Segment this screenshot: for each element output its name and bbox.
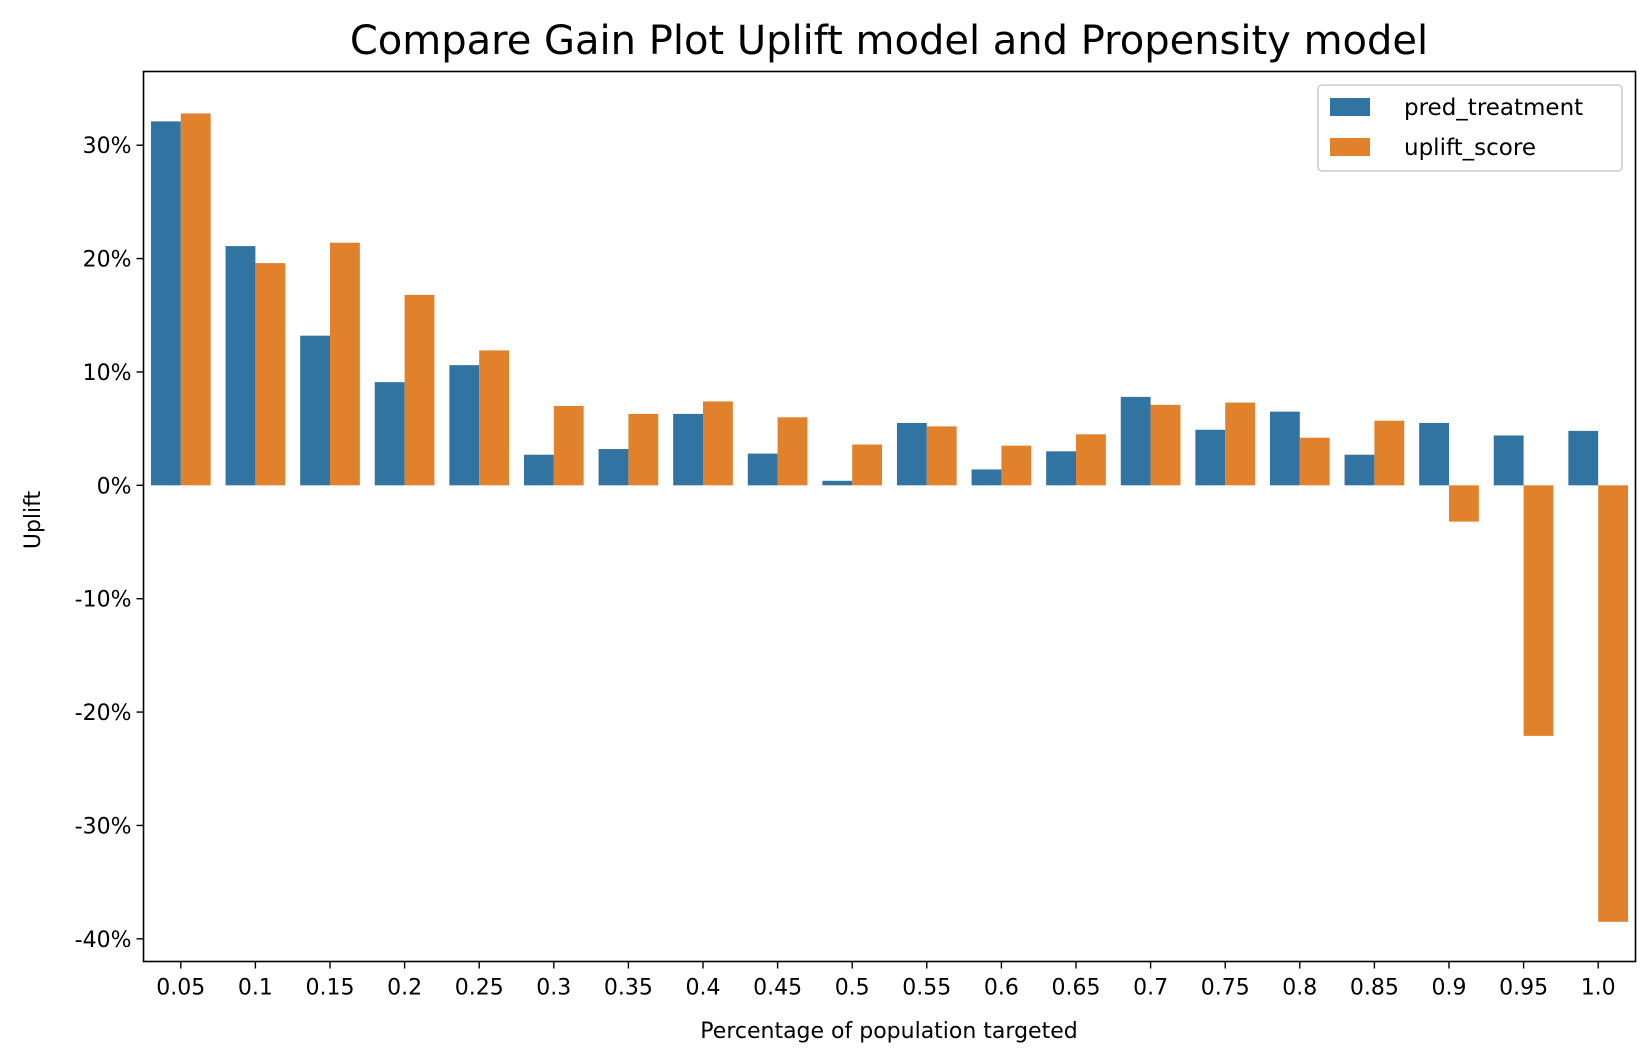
legend-label-pred-treatment: pred_treatment bbox=[1404, 95, 1583, 121]
x-axis-ticks: 0.05 0.1 0.15 0.2 0.25 0.3 0.35 0.4 0.45 0.5 0.55 0… bbox=[156, 961, 1616, 1001]
bar-pred-treatment-0-3 bbox=[523, 454, 554, 486]
bar-pred-treatment-0-7 bbox=[1120, 396, 1151, 486]
legend-swatch-pred-treatment bbox=[1330, 98, 1370, 116]
y-tick-label: -10% bbox=[75, 588, 132, 613]
x-tick-label: 0.05 bbox=[156, 976, 205, 1001]
bar-uplift-score-0-4 bbox=[703, 401, 733, 486]
bar-uplift-score-0-35 bbox=[628, 413, 659, 486]
x-tick-label: 0.35 bbox=[604, 976, 653, 1001]
bar-pred-treatment-0-45 bbox=[747, 453, 778, 486]
bar-pred-treatment-0-4 bbox=[673, 413, 703, 486]
bar-pred-treatment-0-25 bbox=[449, 365, 480, 486]
x-tick-label: 0.2 bbox=[387, 976, 422, 1001]
bar-pred-treatment-0-8 bbox=[1269, 411, 1300, 486]
bar-uplift-score-0-75 bbox=[1225, 402, 1256, 486]
bar-pred-treatment-0-6 bbox=[971, 469, 1002, 486]
bar-uplift-score-0-1 bbox=[255, 263, 286, 486]
x-tick-label: 1.0 bbox=[1581, 976, 1616, 1001]
bar-pred-treatment-0-55 bbox=[896, 422, 927, 486]
bar-uplift-score-0-7 bbox=[1150, 404, 1181, 486]
bar-pred-treatment-0-95 bbox=[1493, 435, 1524, 486]
bar-uplift-score-1-0 bbox=[1598, 485, 1629, 922]
y-tick-label: -30% bbox=[75, 814, 132, 839]
x-tick-label: 0.8 bbox=[1282, 976, 1317, 1001]
bar-uplift-score-0-15 bbox=[330, 242, 360, 486]
x-tick-label: 0.5 bbox=[835, 976, 870, 1001]
y-axis-label: Uplift bbox=[21, 490, 46, 549]
bar-uplift-score-0-3 bbox=[553, 405, 584, 486]
bar-pred-treatment-0-75 bbox=[1195, 429, 1226, 486]
y-tick-label: 0% bbox=[97, 474, 132, 499]
x-tick-label: 0.45 bbox=[753, 976, 802, 1001]
x-tick-label: 0.6 bbox=[984, 976, 1019, 1001]
legend-box bbox=[1317, 84, 1623, 172]
x-tick-label: 0.75 bbox=[1201, 976, 1250, 1001]
x-tick-label: 0.85 bbox=[1350, 976, 1399, 1001]
bar-pred-treatment-0-35 bbox=[598, 449, 629, 486]
y-tick-label: -40% bbox=[75, 928, 132, 953]
bar-pred-treatment-0-5 bbox=[822, 480, 853, 486]
bar-pred-treatment-0-65 bbox=[1046, 451, 1076, 486]
y-tick-label: 20% bbox=[83, 248, 132, 273]
x-tick-label: 0.1 bbox=[238, 976, 273, 1001]
y-tick-label: -20% bbox=[75, 701, 132, 726]
bar-uplift-score-0-5 bbox=[852, 444, 883, 486]
bar-uplift-score-0-2 bbox=[404, 294, 435, 486]
x-tick-label: 0.55 bbox=[902, 976, 951, 1001]
y-axis-ticks: 30% 20% 10% 0% -10% -20% -30% -40% bbox=[75, 134, 144, 953]
x-tick-label: 0.25 bbox=[455, 976, 504, 1001]
legend: pred_treatment uplift_score bbox=[1317, 84, 1623, 172]
x-tick-label: 0.9 bbox=[1432, 976, 1467, 1001]
bar-uplift-score-0-55 bbox=[926, 426, 957, 486]
legend-label-uplift-score: uplift_score bbox=[1404, 135, 1536, 161]
chart-title: Compare Gain Plot Uplift model and Prope… bbox=[350, 18, 1428, 64]
bar-uplift-score-0-05 bbox=[180, 113, 211, 486]
x-tick-label: 0.15 bbox=[306, 976, 355, 1001]
bar-pred-treatment-0-85 bbox=[1344, 454, 1375, 486]
bar-uplift-score-0-45 bbox=[777, 417, 808, 486]
bar-uplift-score-0-65 bbox=[1076, 434, 1106, 486]
bar-uplift-score-0-95 bbox=[1523, 485, 1554, 736]
legend-swatch-uplift-score bbox=[1330, 138, 1370, 156]
x-axis-label: Percentage of population targeted bbox=[700, 1019, 1077, 1044]
y-tick-label: 10% bbox=[83, 361, 132, 386]
bar-uplift-score-0-8 bbox=[1299, 437, 1330, 486]
bar-uplift-score-0-25 bbox=[479, 350, 510, 486]
x-tick-label: 0.65 bbox=[1052, 976, 1101, 1001]
x-tick-label: 0.4 bbox=[686, 976, 721, 1001]
bar-uplift-score-0-9 bbox=[1449, 485, 1479, 522]
y-tick-label: 30% bbox=[83, 134, 132, 159]
bar-pred-treatment-1-0 bbox=[1568, 430, 1599, 486]
x-tick-label: 0.95 bbox=[1499, 976, 1548, 1001]
bar-pred-treatment-0-1 bbox=[225, 246, 256, 486]
bar-pred-treatment-0-15 bbox=[300, 335, 330, 486]
bar-pred-treatment-0-05 bbox=[150, 121, 181, 486]
plot-frame bbox=[142, 70, 1637, 963]
bar-uplift-score-0-85 bbox=[1374, 420, 1405, 486]
bars-layer bbox=[150, 113, 1629, 922]
bar-pred-treatment-0-2 bbox=[374, 382, 405, 486]
x-tick-label: 0.7 bbox=[1133, 976, 1168, 1001]
x-tick-label: 0.3 bbox=[536, 976, 571, 1001]
bar-pred-treatment-0-9 bbox=[1419, 422, 1449, 486]
bar-uplift-score-0-6 bbox=[1001, 445, 1032, 486]
